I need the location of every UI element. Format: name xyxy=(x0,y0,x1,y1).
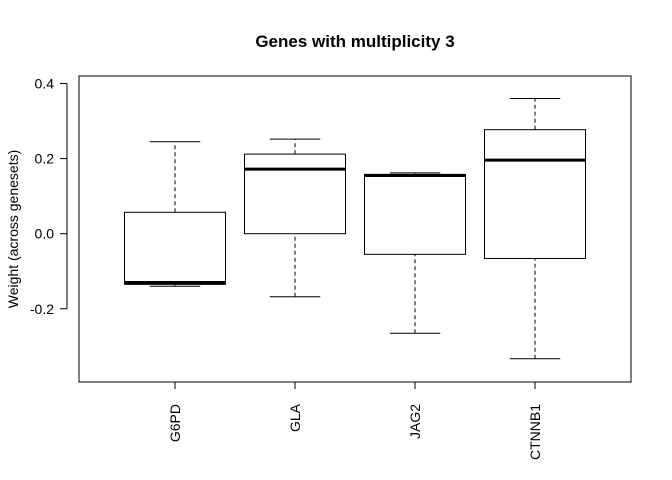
box-gla xyxy=(244,138,346,298)
box-series xyxy=(124,98,586,360)
x-tick-label: G6PD xyxy=(167,404,183,442)
x-tick-label: CTNNB1 xyxy=(527,404,543,460)
iqr-box xyxy=(124,211,226,285)
box-jag2 xyxy=(364,172,466,334)
box-g6pd xyxy=(124,141,226,287)
iqr-box xyxy=(244,153,346,235)
x-tick-label: GLA xyxy=(287,403,303,432)
x-axis: G6PD GLA JAG2 CTNNB1 xyxy=(167,381,543,460)
y-tick-label: 0.0 xyxy=(35,226,55,242)
y-axis: -0.2 0.0 0.2 0.4 xyxy=(30,76,68,317)
chart-title: Genes with multiplicity 3 xyxy=(255,32,454,51)
y-tick-label: -0.2 xyxy=(30,301,54,317)
y-axis-label: Weight (across genesets) xyxy=(5,150,21,308)
y-tick-label: 0.4 xyxy=(35,76,55,92)
y-tick-label: 0.2 xyxy=(35,151,55,167)
iqr-box xyxy=(484,129,586,259)
box-ctnnb1 xyxy=(484,98,586,360)
x-tick-label: JAG2 xyxy=(407,404,423,439)
iqr-box xyxy=(364,173,466,255)
